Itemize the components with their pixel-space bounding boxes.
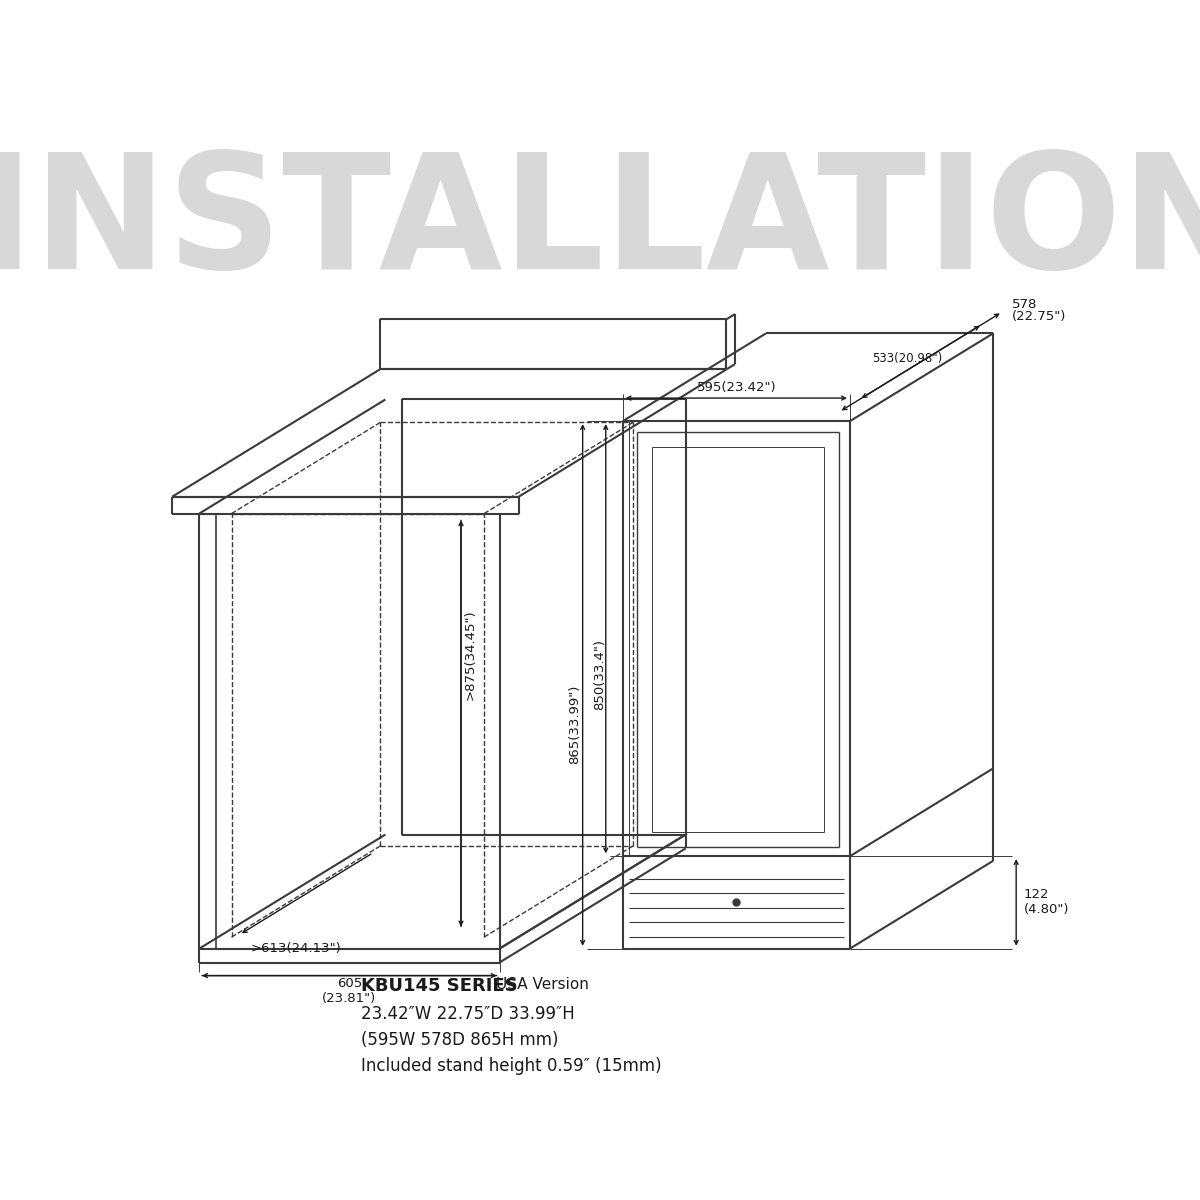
Text: 533(20.98"): 533(20.98") [871, 353, 942, 365]
Text: 850(33.4"): 850(33.4") [593, 638, 606, 709]
Text: 605
(23.81"): 605 (23.81") [323, 977, 377, 1006]
Text: (595W 578D 865H mm): (595W 578D 865H mm) [361, 1031, 558, 1049]
Text: 595(23.42"): 595(23.42") [696, 380, 776, 394]
Text: Included stand height 0.59″ (15mm): Included stand height 0.59″ (15mm) [361, 1057, 661, 1075]
Text: (22.75"): (22.75") [1012, 310, 1066, 323]
Text: >875(34.45"): >875(34.45") [463, 610, 476, 701]
Text: 23.42″W 22.75″D 33.99″H: 23.42″W 22.75″D 33.99″H [361, 1004, 575, 1022]
Text: 122
(4.80"): 122 (4.80") [1024, 888, 1069, 917]
Text: 578: 578 [1012, 298, 1037, 311]
Text: INSTALLATION: INSTALLATION [0, 148, 1200, 302]
Text: USA Version: USA Version [496, 977, 588, 992]
Text: KBU145 SERIES: KBU145 SERIES [361, 977, 517, 995]
Text: 865(33.99"): 865(33.99") [569, 685, 582, 764]
Text: >613(24.13"): >613(24.13") [251, 942, 342, 955]
